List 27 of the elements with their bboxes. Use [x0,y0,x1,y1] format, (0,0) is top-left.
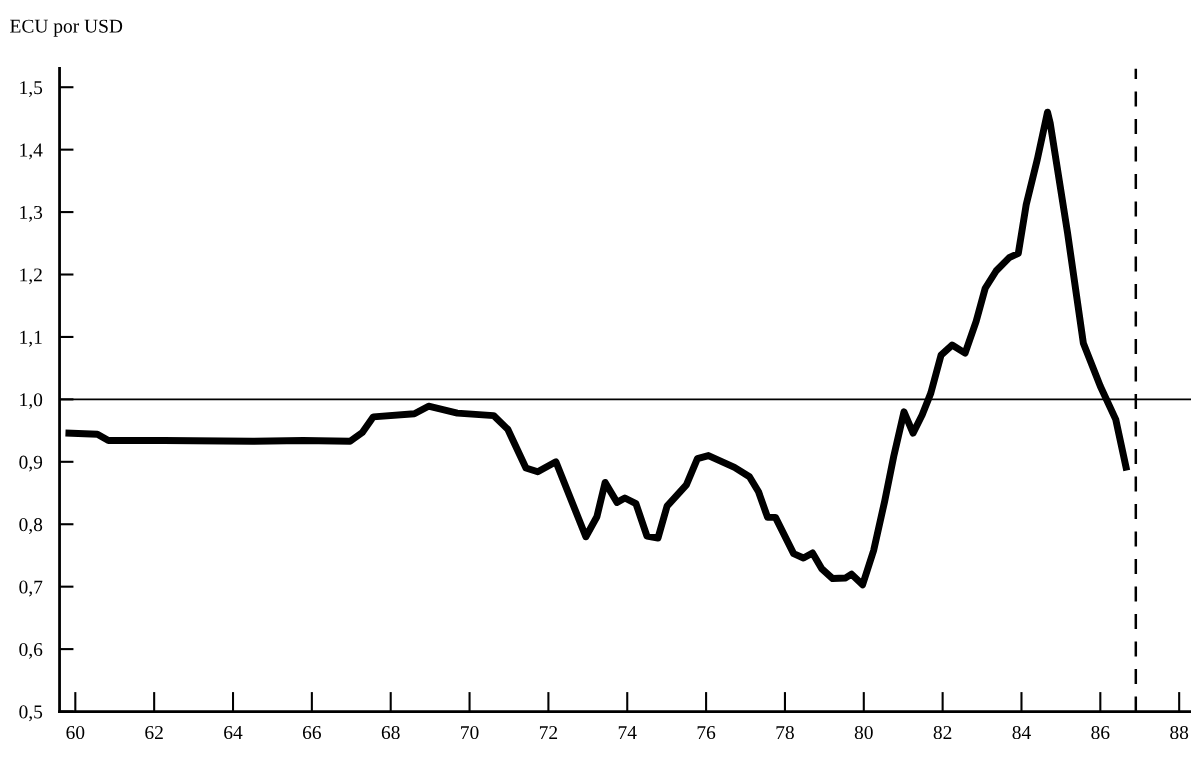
y-tick-label: 0,7 [19,580,43,597]
x-tick-label: 72 [539,726,558,739]
y-tick-label: 1,2 [20,268,42,285]
x-tick-label: 80 [854,725,873,740]
y-tick-label: 0,6 [19,642,43,659]
y-tick-label: 0,9 [19,455,43,472]
x-tick-label: 66 [302,726,321,740]
x-tick-label: 62 [145,726,163,740]
x-tick-label: 70 [461,725,479,740]
y-tick-label: 1,1 [20,330,42,347]
y-tick-label: 0,8 [19,518,43,534]
x-tick-label: 60 [66,725,85,740]
y-tick-label: 1,5 [20,81,43,97]
x-tick-label: 84 [1012,725,1031,740]
x-tick-label: 78 [776,725,794,740]
x-tick-label: 74 [618,726,637,739]
x-tick-label: 86 [1091,725,1110,740]
x-tick-label: 68 [381,725,400,740]
y-axis-title: ECU por USD [10,19,123,37]
y-tick-label: 1,4 [20,143,43,160]
x-tick-label: 82 [933,725,952,740]
x-tick-label: 76 [697,726,716,740]
x-tick-label: 64 [224,726,243,740]
y-tick-label: 0,5 [19,705,43,722]
y-tick-label: 1,3 [20,205,43,222]
x-tick-label: 88 [1170,725,1189,740]
y-tick-label: 1,0 [20,393,43,410]
